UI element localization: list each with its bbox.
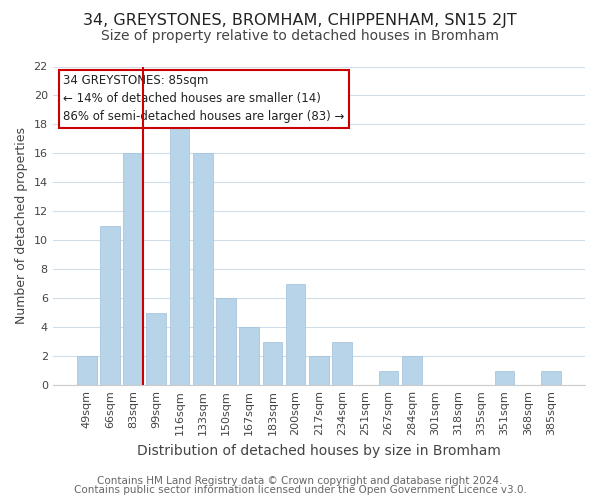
Bar: [193, 154, 212, 385]
Bar: [77, 356, 97, 385]
Bar: [239, 327, 259, 385]
Bar: [494, 370, 514, 385]
Bar: [216, 298, 236, 385]
Y-axis label: Number of detached properties: Number of detached properties: [15, 128, 28, 324]
Bar: [170, 124, 190, 385]
Text: 34, GREYSTONES, BROMHAM, CHIPPENHAM, SN15 2JT: 34, GREYSTONES, BROMHAM, CHIPPENHAM, SN1…: [83, 12, 517, 28]
Bar: [286, 284, 305, 385]
Bar: [100, 226, 120, 385]
Text: Contains public sector information licensed under the Open Government Licence v3: Contains public sector information licen…: [74, 485, 526, 495]
X-axis label: Distribution of detached houses by size in Bromham: Distribution of detached houses by size …: [137, 444, 501, 458]
Bar: [123, 154, 143, 385]
Bar: [541, 370, 561, 385]
Bar: [332, 342, 352, 385]
Text: 34 GREYSTONES: 85sqm
← 14% of detached houses are smaller (14)
86% of semi-detac: 34 GREYSTONES: 85sqm ← 14% of detached h…: [64, 74, 344, 124]
Text: Contains HM Land Registry data © Crown copyright and database right 2024.: Contains HM Land Registry data © Crown c…: [97, 476, 503, 486]
Bar: [402, 356, 422, 385]
Bar: [146, 313, 166, 385]
Bar: [309, 356, 329, 385]
Bar: [263, 342, 282, 385]
Bar: [379, 370, 398, 385]
Text: Size of property relative to detached houses in Bromham: Size of property relative to detached ho…: [101, 29, 499, 43]
